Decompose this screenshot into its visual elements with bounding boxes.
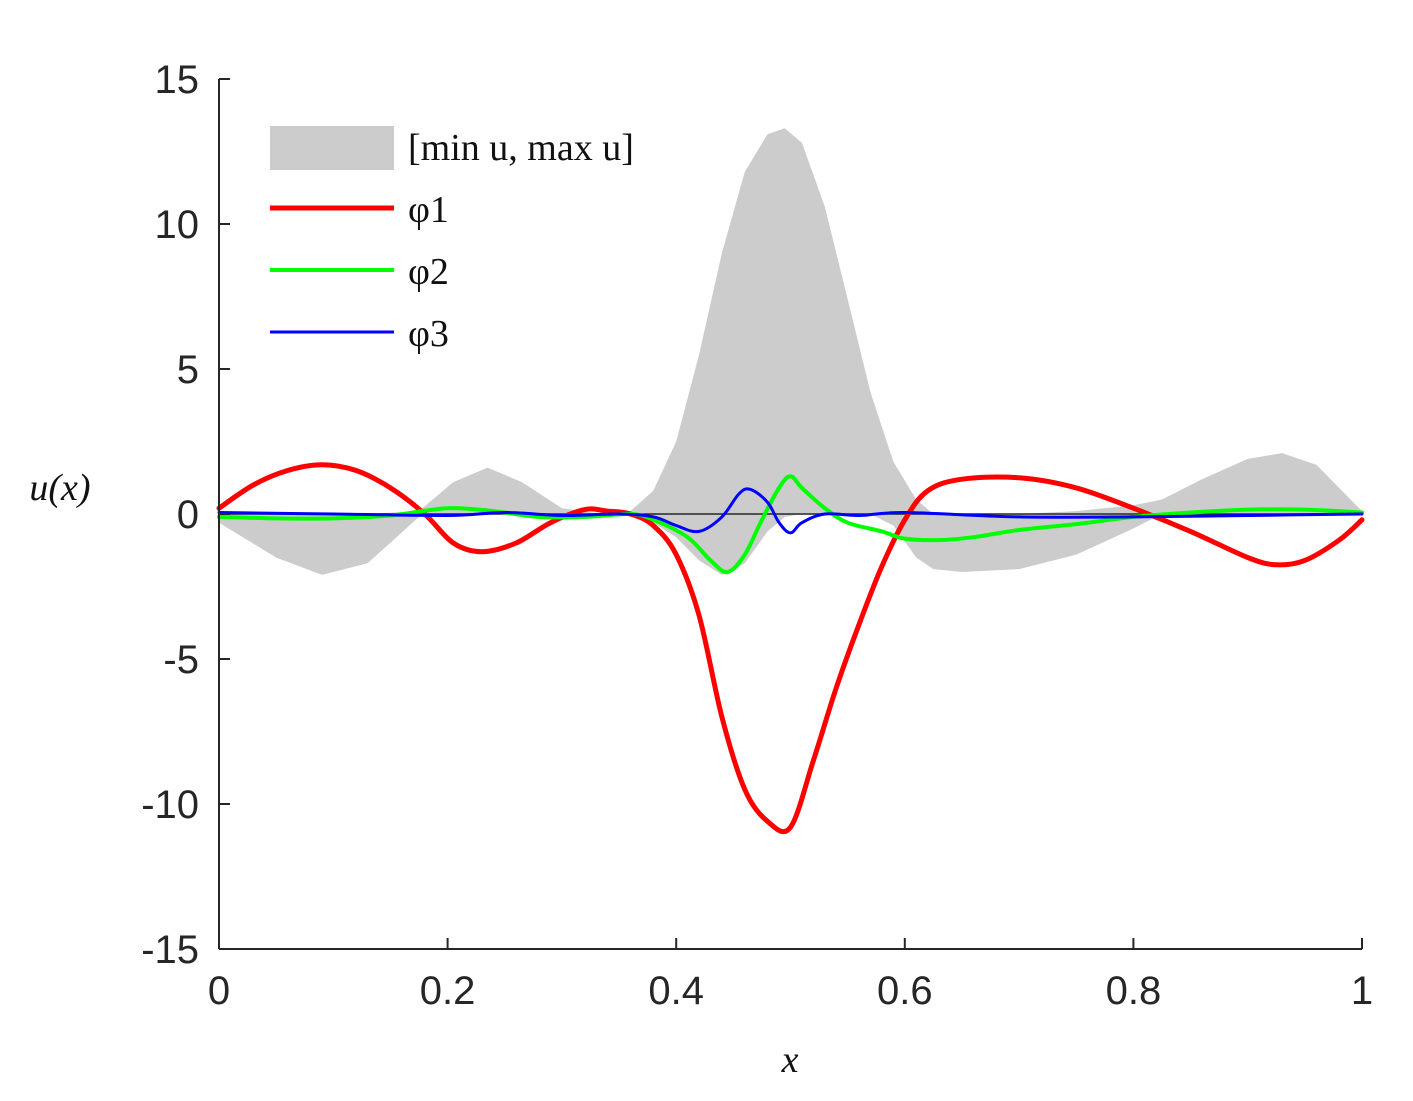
y-tick-label: 0 bbox=[177, 493, 199, 537]
y-tick-label: 10 bbox=[155, 203, 200, 247]
y-tick-label: -10 bbox=[141, 783, 199, 827]
legend-label: φ2 bbox=[408, 251, 449, 293]
series-layer bbox=[216, 462, 1365, 835]
series-line-3 bbox=[217, 487, 1364, 535]
y-tick-label: -15 bbox=[141, 928, 199, 972]
x-tick-label: 0.2 bbox=[420, 969, 476, 1013]
y-axis-label: u(x) bbox=[29, 467, 90, 509]
y-tick-label: 5 bbox=[177, 348, 199, 392]
x-axis-label: x bbox=[781, 1039, 799, 1081]
x-tick-label: 0 bbox=[208, 969, 230, 1013]
legend-label: φ3 bbox=[408, 313, 449, 355]
legend-label: φ1 bbox=[408, 189, 449, 231]
x-tick-label: 0.4 bbox=[648, 969, 704, 1013]
series-line-2 bbox=[217, 474, 1364, 575]
legend-label: [min u, max u] bbox=[408, 127, 634, 169]
y-tick-label: -5 bbox=[163, 638, 199, 682]
legend-swatch-band bbox=[270, 126, 394, 170]
min-max-band bbox=[219, 128, 1362, 575]
min-max-band-layer bbox=[219, 128, 1362, 575]
y-tick-label: 15 bbox=[155, 58, 200, 102]
x-tick-label: 1 bbox=[1351, 969, 1373, 1013]
x-tick-label: 0.8 bbox=[1106, 969, 1162, 1013]
legend: [min u, max u] φ1 φ2 φ3 bbox=[270, 126, 634, 355]
x-tick-label: 0.6 bbox=[877, 969, 933, 1013]
axes: 0 0.2 0.4 0.6 0.8 1 15 10 5 0 -5 -10 -15 bbox=[141, 58, 1373, 1013]
